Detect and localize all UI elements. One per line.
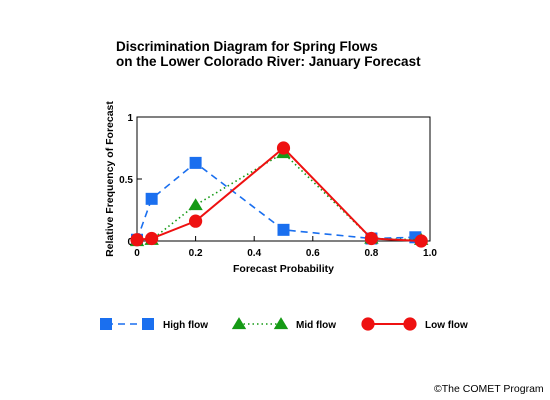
axis-ticks: 0 0.2 0.4 0.6 0.8 1.0 0 0.5 1 xyxy=(119,113,437,259)
data-point-high-flow-1 xyxy=(145,192,158,205)
y-tick-label-2: 1 xyxy=(127,113,133,124)
data-point-low-flow-5 xyxy=(414,234,428,248)
x-tick-label-1: 0.2 xyxy=(189,248,203,259)
data-point-low-flow-3 xyxy=(276,141,291,155)
x-tick-label-5: 1.0 xyxy=(423,248,437,259)
series-layer xyxy=(129,141,429,248)
x-tick-label-2: 0.4 xyxy=(247,248,261,259)
data-point-low-flow-1 xyxy=(145,231,159,246)
y-tick-label-0: 0 xyxy=(127,237,133,248)
legend-marker-start-high-flow xyxy=(100,318,112,330)
legend-item-high-flow: High flow xyxy=(100,318,208,331)
x-tick-label-4: 0.8 xyxy=(364,248,378,259)
legend-label-high-flow: High flow xyxy=(163,320,208,331)
data-point-low-flow-0 xyxy=(130,233,144,247)
legend-marker-end-low-flow xyxy=(403,317,417,331)
y-axis-label: Relative Frequency of Forecast xyxy=(104,101,116,257)
legend-marker-start-mid-flow xyxy=(231,317,247,330)
legend-marker-end-high-flow xyxy=(142,318,154,330)
x-axis-label: Forecast Probability xyxy=(233,263,334,275)
data-point-low-flow-2 xyxy=(189,214,203,228)
plot-frame xyxy=(136,116,431,242)
legend-item-low-flow: Low flow xyxy=(361,317,468,331)
chart-title-line-1: Discrimination Diagram for Spring Flows xyxy=(116,39,378,54)
legend-marker-end-mid-flow xyxy=(273,317,289,330)
legend-marker-start-low-flow xyxy=(361,317,375,331)
series-high-flow xyxy=(131,156,422,246)
chart-title-line-2: on the Lower Colorado River: January For… xyxy=(116,54,421,69)
data-point-high-flow-2 xyxy=(189,156,202,169)
series-line-mid-flow xyxy=(136,151,422,242)
data-point-mid-flow-2 xyxy=(188,198,203,211)
y-tick-label-1: 0.5 xyxy=(119,175,133,186)
legend-label-mid-flow: Mid flow xyxy=(296,320,336,331)
legend-label-low-flow: Low flow xyxy=(425,320,468,331)
x-tick-label-3: 0.6 xyxy=(306,248,320,259)
legend-item-mid-flow: Mid flow xyxy=(231,317,336,331)
series-low-flow xyxy=(130,141,428,248)
credit-text: ©The COMET Program xyxy=(434,383,544,395)
legend: High flow Mid flow Low flow xyxy=(100,317,468,331)
data-point-high-flow-3 xyxy=(277,223,290,236)
data-point-low-flow-4 xyxy=(364,231,378,246)
x-tick-label-0: 0 xyxy=(134,248,140,259)
